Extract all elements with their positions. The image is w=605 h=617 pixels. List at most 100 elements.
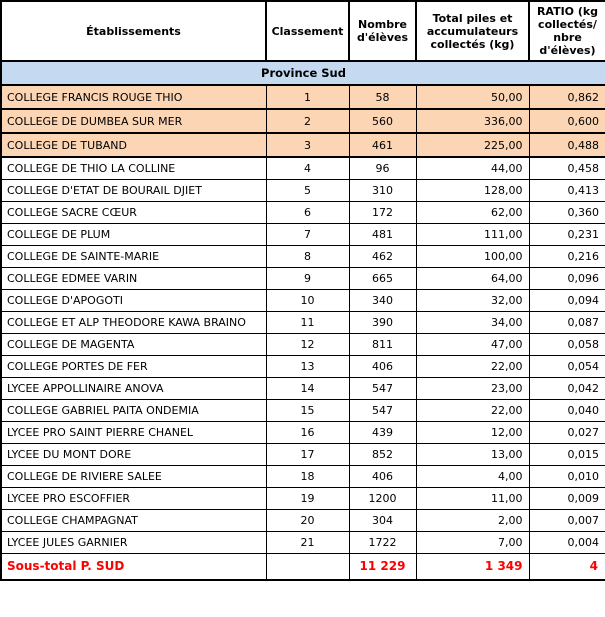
students-cell: 406 — [348, 354, 417, 378]
collected-cell: 4,00 — [415, 464, 530, 488]
rank-cell: 19 — [265, 486, 350, 510]
establishment-cell: COLLEGE DE RIVIERE SALEE — [0, 464, 267, 488]
subtotal-label: Sous-total P. SUD — [0, 552, 267, 581]
collected-cell: 336,00 — [415, 108, 530, 134]
ratio-cell: 0,600 — [528, 108, 605, 134]
collected-cell: 47,00 — [415, 332, 530, 356]
table-row: COLLEGE D'APOGOTI 10 340 32,00 0,094 — [0, 288, 605, 312]
table-row: COLLEGE DE TUBAND 3 461 225,00 0,488 — [0, 132, 605, 158]
students-cell: 172 — [348, 200, 417, 224]
establishment-cell: LYCEE APPOLLINAIRE ANOVA — [0, 376, 267, 400]
table-row: LYCEE APPOLLINAIRE ANOVA 14 547 23,00 0,042 — [0, 376, 605, 400]
ratio-cell: 0,004 — [528, 530, 605, 554]
header-row: Établissements Classement Nombre d'élève… — [0, 0, 605, 62]
rank-cell: 5 — [265, 178, 350, 202]
collected-cell: 225,00 — [415, 132, 530, 158]
rank-cell: 8 — [265, 244, 350, 268]
rank-cell: 3 — [265, 132, 350, 158]
establishment-cell: COLLEGE ET ALP THEODORE KAWA BRAINO — [0, 310, 267, 334]
rank-cell: 7 — [265, 222, 350, 246]
collected-cell: 2,00 — [415, 508, 530, 532]
collected-cell: 44,00 — [415, 156, 530, 180]
collected-cell: 62,00 — [415, 200, 530, 224]
rank-cell: 6 — [265, 200, 350, 224]
establishment-cell: COLLEGE PORTES DE FER — [0, 354, 267, 378]
collected-cell: 23,00 — [415, 376, 530, 400]
collected-cell: 32,00 — [415, 288, 530, 312]
collected-cell: 13,00 — [415, 442, 530, 466]
rank-cell: 11 — [265, 310, 350, 334]
table-row: COLLEGE FRANCIS ROUGE THIO 1 58 50,00 0,862 — [0, 84, 605, 110]
students-cell: 665 — [348, 266, 417, 290]
table-row: COLLEGE DE THIO LA COLLINE 4 96 44,00 0,458 — [0, 156, 605, 180]
collected-cell: 100,00 — [415, 244, 530, 268]
students-cell: 811 — [348, 332, 417, 356]
establishment-cell: COLLEGE DE TUBAND — [0, 132, 267, 158]
ratio-cell: 0,015 — [528, 442, 605, 466]
establishment-cell: COLLEGE SACRE CŒUR — [0, 200, 267, 224]
students-cell: 560 — [348, 108, 417, 134]
rank-cell: 20 — [265, 508, 350, 532]
subtotal-students-cell: 11 229 — [348, 552, 417, 581]
table-row: COLLEGE D'ETAT DE BOURAIL DJIET 5 310 128,0… — [0, 178, 605, 202]
rank-cell: 12 — [265, 332, 350, 356]
students-cell: 461 — [348, 132, 417, 158]
ratio-cell: 0,007 — [528, 508, 605, 532]
establishment-cell: COLLEGE DE PLUM — [0, 222, 267, 246]
rank-cell: 21 — [265, 530, 350, 554]
subtotal-row: Sous-total P. SUD 11 229 1 349 4 — [0, 552, 605, 581]
collected-cell: 7,00 — [415, 530, 530, 554]
establishment-cell: COLLEGE DE SAINTE-MARIE — [0, 244, 267, 268]
col-header-etablissements: Établissements — [0, 0, 267, 62]
table-row: COLLEGE ET ALP THEODORE KAWA BRAINO 11 390… — [0, 310, 605, 334]
collected-cell: 22,00 — [415, 398, 530, 422]
collected-cell: 111,00 — [415, 222, 530, 246]
collected-cell: 22,00 — [415, 354, 530, 378]
table-row: COLLEGE DE DUMBEA SUR MER 2 560 336,00 0,600 — [0, 108, 605, 134]
ratio-cell: 0,458 — [528, 156, 605, 180]
students-cell: 96 — [348, 156, 417, 180]
ratio-cell: 0,009 — [528, 486, 605, 510]
col-header-ratio: RATIO (kg collectés/ nbre d'élèves) — [528, 0, 605, 62]
establishment-cell: COLLEGE CHAMPAGNAT — [0, 508, 267, 532]
ratio-cell: 0,231 — [528, 222, 605, 246]
rank-cell: 10 — [265, 288, 350, 312]
students-cell: 1722 — [348, 530, 417, 554]
rank-cell: 16 — [265, 420, 350, 444]
ratio-cell: 0,360 — [528, 200, 605, 224]
students-cell: 390 — [348, 310, 417, 334]
rank-cell: 2 — [265, 108, 350, 134]
ratio-cell: 0,058 — [528, 332, 605, 356]
table-row: COLLEGE DE PLUM 7 481 111,00 0,231 — [0, 222, 605, 246]
subtotal-collected-cell: 1 349 — [415, 552, 530, 581]
ratio-cell: 0,862 — [528, 84, 605, 110]
ratio-cell: 0,094 — [528, 288, 605, 312]
table-row: COLLEGE PORTES DE FER 13 406 22,00 0,054 — [0, 354, 605, 378]
ratio-cell: 0,413 — [528, 178, 605, 202]
subtotal-rank-cell — [265, 552, 350, 581]
students-cell: 304 — [348, 508, 417, 532]
establishment-cell: COLLEGE GABRIEL PAITA ONDEMIA — [0, 398, 267, 422]
students-cell: 1200 — [348, 486, 417, 510]
ratio-cell: 0,010 — [528, 464, 605, 488]
students-cell: 462 — [348, 244, 417, 268]
rank-cell: 15 — [265, 398, 350, 422]
students-cell: 547 — [348, 376, 417, 400]
establishment-cell: COLLEGE D'APOGOTI — [0, 288, 267, 312]
establishment-cell: COLLEGE D'ETAT DE BOURAIL DJIET — [0, 178, 267, 202]
ratio-cell: 0,054 — [528, 354, 605, 378]
ratio-cell: 0,216 — [528, 244, 605, 268]
col-header-total-piles: Total piles et accumulateurs collectés (… — [415, 0, 530, 62]
establishment-cell: LYCEE PRO ESCOFFIER — [0, 486, 267, 510]
table-row: COLLEGE EDMEE VARIN 9 665 64,00 0,096 — [0, 266, 605, 290]
section-row: Province Sud — [0, 60, 605, 86]
table-row: COLLEGE CHAMPAGNAT 20 304 2,00 0,007 — [0, 508, 605, 532]
establishment-cell: COLLEGE DE MAGENTA — [0, 332, 267, 356]
establishment-cell: COLLEGE DE THIO LA COLLINE — [0, 156, 267, 180]
rank-cell: 18 — [265, 464, 350, 488]
table-row: COLLEGE DE RIVIERE SALEE 18 406 4,00 0,010 — [0, 464, 605, 488]
rank-cell: 1 — [265, 84, 350, 110]
table-row: LYCEE JULES GARNIER 21 1722 7,00 0,004 — [0, 530, 605, 554]
collected-cell: 34,00 — [415, 310, 530, 334]
